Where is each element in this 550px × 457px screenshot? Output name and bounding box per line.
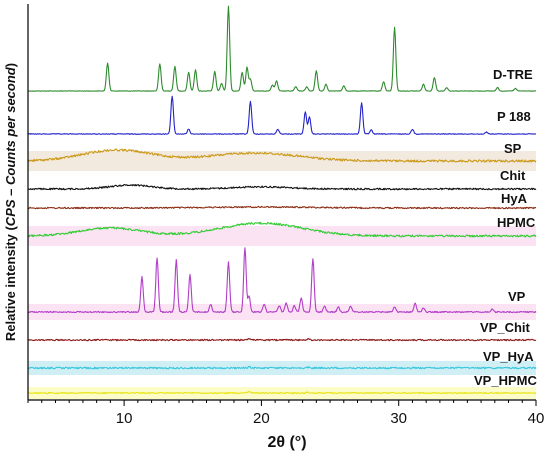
series-line: [27, 205, 537, 210]
series-line: [27, 365, 537, 370]
series-line: [27, 221, 537, 238]
x-axis-label: 2θ (°): [267, 434, 306, 451]
series-label: VP: [508, 289, 526, 304]
series-label: VP_HyA: [483, 349, 534, 364]
series-label: D-TRE: [493, 67, 533, 82]
series-line: [27, 5, 537, 92]
series-vp: [27, 247, 537, 320]
x-tick-label: 30: [390, 410, 407, 427]
x-tick-label: 10: [116, 410, 133, 427]
series-label: VP_Chit: [480, 320, 531, 335]
series-label: P 188: [497, 109, 531, 124]
series-label: VP_HPMC: [474, 373, 537, 388]
y-axis-label: Relative intensity (CPS – Counts per sec…: [3, 63, 18, 341]
series-sp: [27, 148, 537, 171]
series-band: [28, 151, 536, 171]
series-vp-chit: [27, 337, 537, 342]
series-label: HPMC: [497, 215, 536, 230]
series-label: Chit: [500, 168, 526, 183]
series-label: HyA: [501, 191, 528, 206]
series-band: [28, 226, 536, 246]
series-line: [27, 390, 537, 395]
series-vp-hya: [27, 361, 537, 375]
series-line: [27, 95, 537, 135]
series-d-tre: [27, 5, 537, 92]
series-vp-hpmc: [27, 387, 537, 399]
series-hpmc: [27, 221, 537, 246]
x-tick-label: 40: [528, 410, 545, 427]
series-chit: [27, 183, 537, 191]
series-line: [27, 247, 537, 314]
x-tick-label: 20: [253, 410, 270, 427]
series-line: [27, 148, 537, 163]
series-label: SP: [504, 141, 522, 156]
series-line: [27, 337, 537, 342]
series-hya: [27, 205, 537, 210]
series-p-188: [27, 95, 537, 135]
series-line: [27, 183, 537, 191]
